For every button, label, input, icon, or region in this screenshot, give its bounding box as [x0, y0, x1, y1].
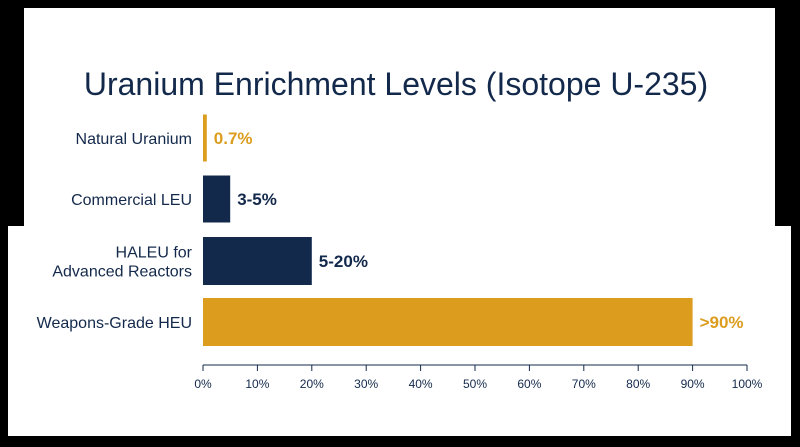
- value-label: 5-20%: [319, 252, 368, 271]
- bar-0: [203, 114, 207, 162]
- category-label: Natural Uranium: [76, 131, 192, 148]
- x-tick-label: 20%: [300, 377, 324, 391]
- value-label: 3-5%: [237, 190, 277, 209]
- category-label: Weapons-Grade HEU: [37, 315, 192, 332]
- bar-1: [203, 175, 231, 223]
- bar-3: [203, 298, 693, 346]
- x-tick-label: 50%: [463, 377, 487, 391]
- x-tick-label: 100%: [732, 377, 763, 391]
- x-tick-label: 80%: [626, 377, 650, 391]
- category-label: HALEU for: [116, 245, 193, 262]
- bar-2: [203, 237, 312, 285]
- category-label: Advanced Reactors: [52, 264, 192, 281]
- chart-title: Uranium Enrichment Levels (Isotope U-235…: [84, 66, 708, 102]
- chart-card-top: [24, 8, 775, 228]
- x-tick-label: 70%: [572, 377, 596, 391]
- value-label: >90%: [700, 313, 744, 332]
- value-label: 0.7%: [214, 129, 253, 148]
- bars-group: Natural Uranium 0.7% Commercial LEU 3-5% HAL…: [37, 114, 744, 346]
- x-axis: 0% 10% 20% 30% 40% 50% 60% 70% 80% 90% 100%: [194, 364, 763, 391]
- x-tick-label: 10%: [245, 377, 269, 391]
- x-tick-label: 0%: [194, 377, 212, 391]
- category-label: Commercial LEU: [71, 192, 192, 209]
- x-tick-label: 90%: [681, 377, 705, 391]
- x-tick-label: 40%: [409, 377, 433, 391]
- x-tick-label: 60%: [517, 377, 541, 391]
- x-tick-label: 30%: [354, 377, 378, 391]
